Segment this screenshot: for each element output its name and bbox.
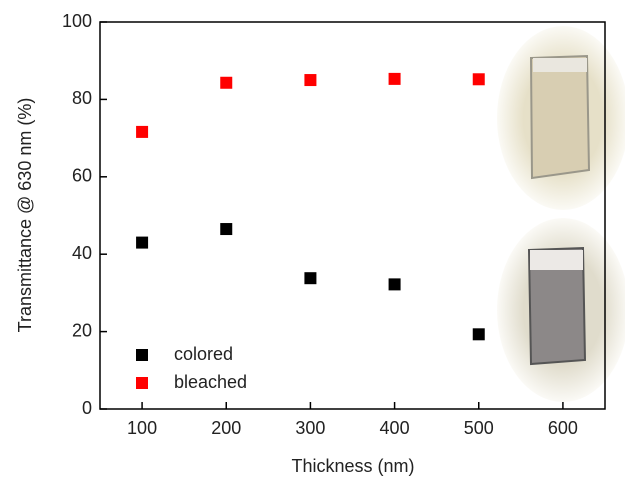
x-tick-label: 100 [127,418,157,438]
x-tick-label: 500 [464,418,494,438]
y-tick-label: 20 [72,320,92,340]
legend-label: bleached [174,372,247,392]
point [472,328,485,341]
point [304,74,317,87]
x-tick-label: 300 [295,418,325,438]
y-tick-label: 100 [62,11,92,31]
photo-bleached [497,26,625,210]
x-axis-label: Thickness (nm) [291,456,414,476]
photo-colored [497,218,625,402]
x-tick-label: 400 [380,418,410,438]
point [388,72,401,85]
x-tick-label: 600 [548,418,578,438]
point [136,125,149,138]
point [304,272,317,285]
y-axis-label: Transmittance @ 630 nm (%) [15,98,35,333]
point [388,278,401,291]
y-tick-label: 60 [72,166,92,186]
plot-frame [99,21,606,410]
point [136,236,149,249]
x-tick-label: 200 [211,418,241,438]
legend-marker [136,349,148,361]
y-tick-label: 0 [82,398,92,418]
point [220,223,233,236]
y-tick-label: 80 [72,88,92,108]
point [472,73,485,86]
y-tick-label: 40 [72,243,92,263]
legend-marker [136,377,148,389]
legend-label: colored [174,344,233,364]
point [220,76,233,89]
